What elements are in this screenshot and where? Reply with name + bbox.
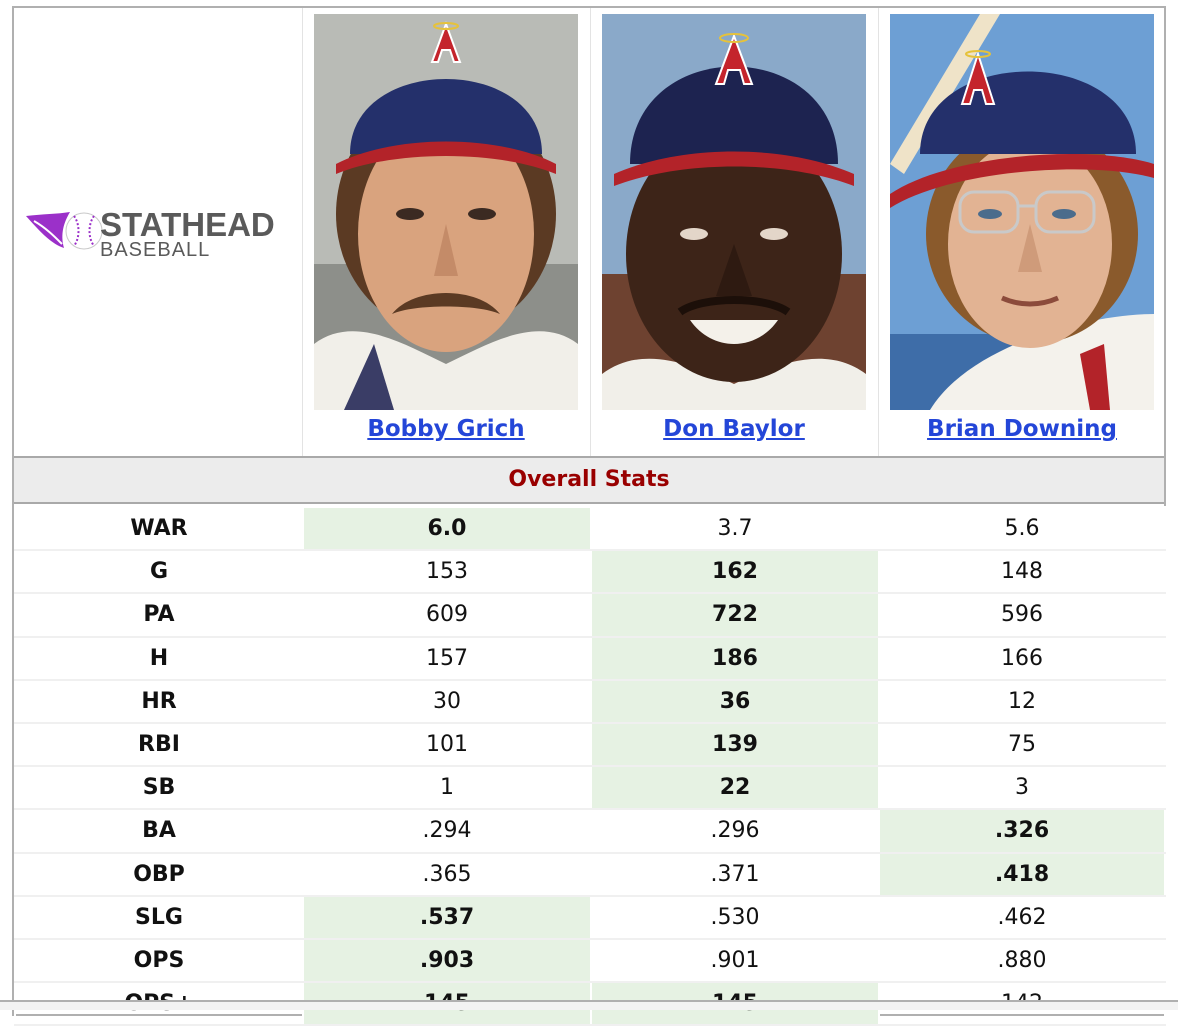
stat-label: SB xyxy=(14,765,304,811)
stats-table-body: WAR 6.0 3.7 5.6 G 153 162 148 PA 609 722 596 H 157 186… xyxy=(14,505,1166,1026)
player-name-link[interactable]: Bobby Grich xyxy=(367,416,525,442)
stat-value: .530 xyxy=(590,894,880,940)
stat-value: 22 xyxy=(590,765,880,811)
stat-label: BA xyxy=(14,808,304,854)
comparison-card: STATHEAD BASEBALL xyxy=(12,6,1166,1026)
stat-row: WAR 6.0 3.7 5.6 xyxy=(14,505,1166,552)
stat-label: RBI xyxy=(14,721,304,768)
stat-row: RBI 101 139 75 xyxy=(14,721,1166,768)
stat-row: BA .294.296.326 xyxy=(14,808,1166,854)
stat-row: OPS .903.901.880 xyxy=(14,937,1166,984)
stat-value: 3 xyxy=(878,765,1166,811)
player-header-row: STATHEAD BASEBALL xyxy=(14,8,1164,456)
stat-value: 186 xyxy=(590,635,880,681)
stat-value: 6.0 xyxy=(302,505,592,552)
stat-label: WAR xyxy=(14,505,304,552)
stathead-baseball-logo: STATHEAD BASEBALL xyxy=(26,206,275,261)
stat-value: .371 xyxy=(590,851,880,897)
player-photo xyxy=(314,14,578,410)
stat-value: 609 xyxy=(302,592,592,638)
player-column-1: Bobby Grich xyxy=(302,8,591,456)
stat-label: SLG xyxy=(14,894,304,940)
stat-value: 1 xyxy=(302,765,592,811)
stat-value: 722 xyxy=(590,592,880,638)
stat-value: 12 xyxy=(878,678,1166,724)
section-title: Overall Stats xyxy=(508,467,670,492)
stat-label: HR xyxy=(14,678,304,724)
stat-value: 162 xyxy=(590,549,880,595)
stat-label: OPS xyxy=(14,937,304,984)
section-header: Overall Stats xyxy=(14,456,1164,504)
player-name-link[interactable]: Brian Downing xyxy=(927,416,1117,442)
svg-text:BASEBALL: BASEBALL xyxy=(100,239,210,261)
stat-row: HR 30 36 12 xyxy=(14,678,1166,724)
stat-row: H 157 186 166 xyxy=(14,635,1166,681)
stats-table: WAR 6.0 3.7 5.6 G 153 162 148 PA 609 722 596 H 157 186… xyxy=(14,505,1166,1026)
stat-value: .462 xyxy=(878,894,1166,940)
player-photo xyxy=(602,14,866,410)
bottom-divider xyxy=(0,1000,1178,1010)
stat-value: .537 xyxy=(302,894,592,940)
stat-value: 157 xyxy=(302,635,592,681)
player-name-link[interactable]: Don Baylor xyxy=(663,416,805,442)
stat-value: 153 xyxy=(302,549,592,595)
stat-value: 5.6 xyxy=(878,505,1166,552)
stat-value: .880 xyxy=(878,937,1166,984)
stat-row: PA 609 722 596 xyxy=(14,592,1166,638)
stat-label: OBP xyxy=(14,851,304,897)
stat-label: G xyxy=(14,549,304,595)
stat-row: SLG .537.530.462 xyxy=(14,894,1166,940)
player-photo xyxy=(890,14,1154,410)
svg-text:STATHEAD: STATHEAD xyxy=(100,206,275,243)
stat-value: .901 xyxy=(590,937,880,984)
stat-value: 3.7 xyxy=(590,505,880,552)
stat-value: 148 xyxy=(878,549,1166,595)
stat-value: 36 xyxy=(590,678,880,724)
stat-value: 139 xyxy=(590,721,880,768)
stat-value: 75 xyxy=(878,721,1166,768)
stat-value: .296 xyxy=(590,808,880,854)
stat-row: OBP .365.371.418 xyxy=(14,851,1166,897)
player-column-2: Don Baylor xyxy=(590,8,879,456)
player-column-3: Brian Downing xyxy=(878,8,1166,456)
stat-row: G 153 162 148 xyxy=(14,549,1166,595)
stat-row: SB 1 22 3 xyxy=(14,765,1166,811)
stat-value: 30 xyxy=(302,678,592,724)
stat-value: .294 xyxy=(302,808,592,854)
stat-value: 101 xyxy=(302,721,592,768)
stat-value: .903 xyxy=(302,937,592,984)
stat-value: .326 xyxy=(878,808,1166,854)
stat-value: 596 xyxy=(878,592,1166,638)
stat-label: H xyxy=(14,635,304,681)
stat-value: .365 xyxy=(302,851,592,897)
stat-value: .418 xyxy=(878,851,1166,897)
logo-cell: STATHEAD BASEBALL xyxy=(14,8,303,456)
stat-value: 166 xyxy=(878,635,1166,681)
stat-label: PA xyxy=(14,592,304,638)
